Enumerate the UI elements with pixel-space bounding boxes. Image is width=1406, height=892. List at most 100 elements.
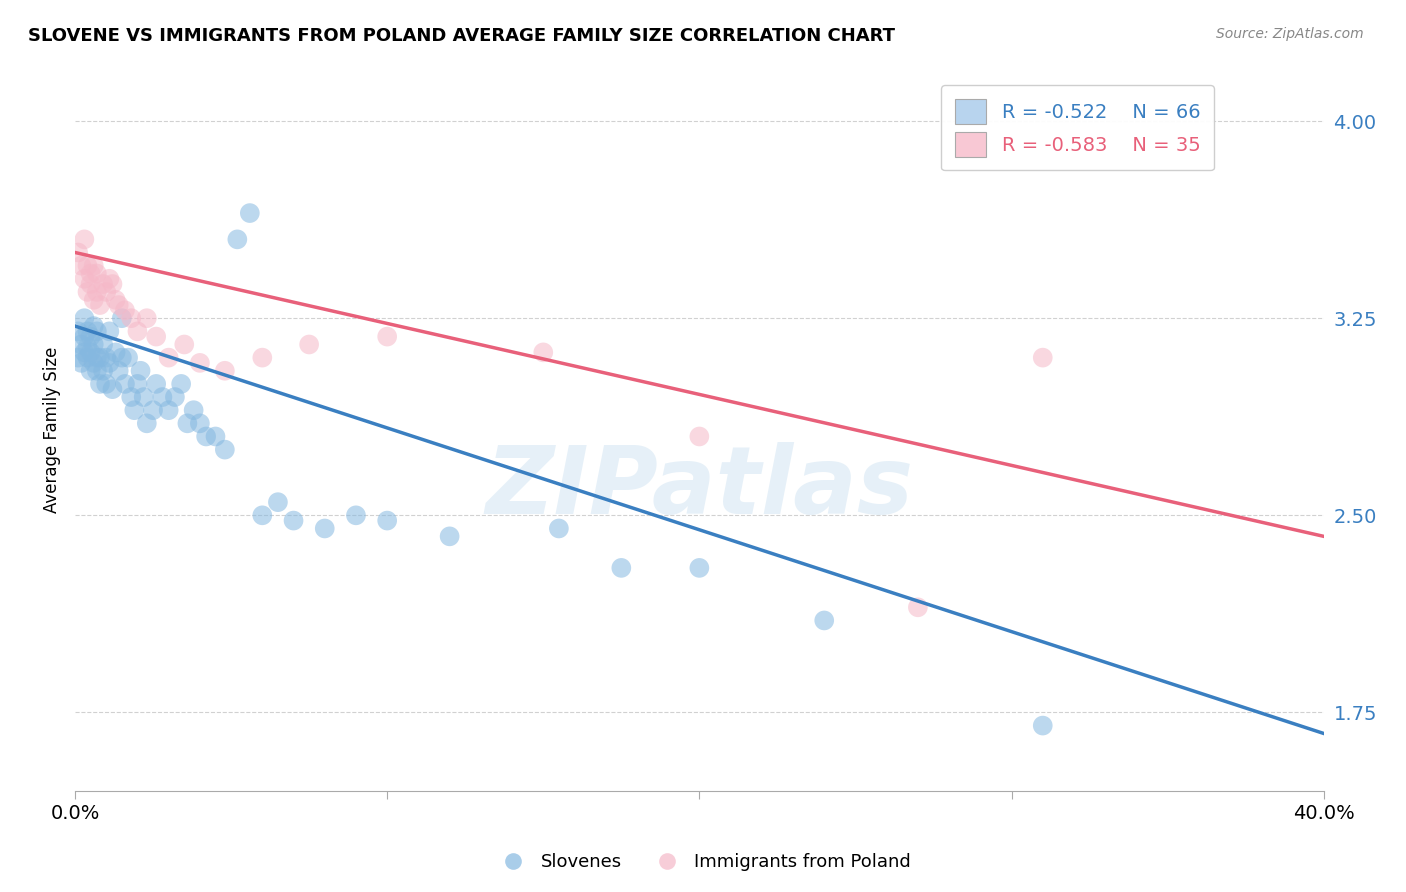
- Point: [79, 345, 101, 359]
- Point: [86, 267, 108, 281]
- Point: [76, 351, 98, 365]
- Point: [104, 293, 127, 307]
- Point: [127, 324, 149, 338]
- Point: [204, 429, 226, 443]
- Point: [214, 442, 236, 457]
- Point: [195, 429, 218, 443]
- Point: [142, 403, 165, 417]
- Point: [129, 364, 152, 378]
- Point: [73, 232, 96, 246]
- Point: [70, 356, 93, 370]
- Point: [96, 285, 118, 299]
- Point: [86, 364, 108, 378]
- Point: [83, 293, 105, 307]
- Point: [298, 337, 321, 351]
- Point: [531, 345, 554, 359]
- Point: [252, 508, 274, 523]
- Point: [344, 508, 367, 523]
- Point: [375, 514, 398, 528]
- Point: [91, 364, 114, 378]
- Point: [73, 345, 96, 359]
- Point: [76, 259, 98, 273]
- Point: [86, 285, 108, 299]
- Point: [79, 277, 101, 291]
- Point: [1032, 718, 1054, 732]
- Point: [152, 390, 174, 404]
- Point: [120, 311, 142, 326]
- Point: [907, 600, 929, 615]
- Point: [70, 259, 93, 273]
- Point: [67, 324, 90, 338]
- Point: [91, 277, 114, 291]
- Point: [127, 376, 149, 391]
- Point: [83, 356, 105, 370]
- Point: [79, 267, 101, 281]
- Point: [83, 259, 105, 273]
- Point: [610, 561, 633, 575]
- Point: [104, 345, 127, 359]
- Point: [98, 324, 121, 338]
- Point: [183, 403, 205, 417]
- Point: [107, 298, 129, 312]
- Text: Source: ZipAtlas.com: Source: ZipAtlas.com: [1216, 27, 1364, 41]
- Point: [86, 324, 108, 338]
- Point: [96, 351, 118, 365]
- Point: [89, 351, 111, 365]
- Point: [157, 351, 180, 365]
- Point: [124, 403, 146, 417]
- Point: [314, 521, 336, 535]
- Point: [98, 356, 121, 370]
- Text: ZIPatlas: ZIPatlas: [485, 442, 914, 533]
- Point: [375, 329, 398, 343]
- Point: [163, 390, 186, 404]
- Point: [79, 364, 101, 378]
- Point: [73, 329, 96, 343]
- Point: [101, 382, 124, 396]
- Point: [83, 337, 105, 351]
- Point: [688, 429, 710, 443]
- Point: [145, 376, 167, 391]
- Point: [98, 272, 121, 286]
- Point: [96, 376, 118, 391]
- Point: [188, 356, 211, 370]
- Point: [226, 232, 249, 246]
- Point: [67, 351, 90, 365]
- Point: [547, 521, 569, 535]
- Point: [107, 364, 129, 378]
- Point: [89, 298, 111, 312]
- Y-axis label: Average Family Size: Average Family Size: [44, 347, 60, 513]
- Point: [73, 272, 96, 286]
- Point: [70, 337, 93, 351]
- Point: [101, 277, 124, 291]
- Point: [145, 329, 167, 343]
- Point: [135, 417, 157, 431]
- Point: [813, 614, 835, 628]
- Point: [170, 376, 193, 391]
- Point: [76, 324, 98, 338]
- Point: [1032, 351, 1054, 365]
- Point: [111, 351, 134, 365]
- Legend: R = -0.522    N = 66, R = -0.583    N = 35: R = -0.522 N = 66, R = -0.583 N = 35: [942, 86, 1215, 170]
- Point: [283, 514, 305, 528]
- Text: SLOVENE VS IMMIGRANTS FROM POLAND AVERAGE FAMILY SIZE CORRELATION CHART: SLOVENE VS IMMIGRANTS FROM POLAND AVERAG…: [28, 27, 896, 45]
- Point: [173, 337, 195, 351]
- Point: [111, 311, 134, 326]
- Point: [239, 206, 262, 220]
- Point: [135, 311, 157, 326]
- Point: [117, 351, 139, 365]
- Point: [91, 337, 114, 351]
- Point: [79, 329, 101, 343]
- Point: [132, 390, 155, 404]
- Point: [157, 403, 180, 417]
- Point: [267, 495, 290, 509]
- Point: [76, 340, 98, 354]
- Point: [439, 529, 461, 543]
- Point: [83, 319, 105, 334]
- Point: [688, 561, 710, 575]
- Point: [176, 417, 198, 431]
- Point: [73, 311, 96, 326]
- Point: [67, 245, 90, 260]
- Point: [252, 351, 274, 365]
- Point: [114, 376, 136, 391]
- Point: [89, 376, 111, 391]
